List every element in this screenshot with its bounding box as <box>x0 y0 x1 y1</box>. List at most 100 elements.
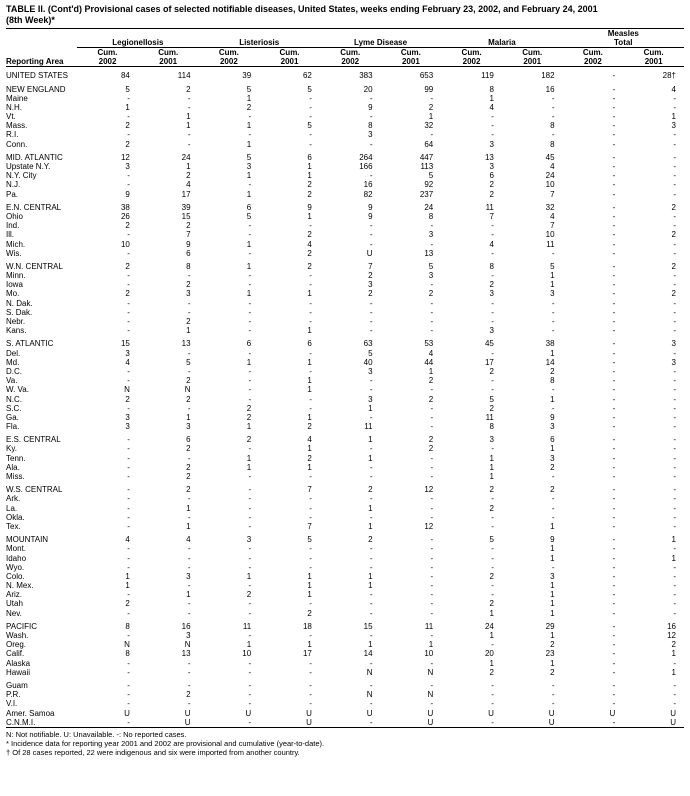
cell-value: - <box>441 299 502 308</box>
cell-value: - <box>138 103 199 112</box>
cell-value: 15 <box>138 212 199 221</box>
cell-value: - <box>623 422 684 431</box>
row-name: Guam <box>6 677 77 690</box>
row-name: Ky. <box>6 444 77 453</box>
cell-value: - <box>563 554 624 563</box>
cell-value: - <box>381 563 442 572</box>
cell-value: 1 <box>441 631 502 640</box>
cell-value: - <box>563 94 624 103</box>
cell-value: 8 <box>441 422 502 431</box>
cell-value: - <box>138 299 199 308</box>
cell-value: - <box>381 326 442 335</box>
cell-value: 7 <box>320 258 381 271</box>
table-row: NEW ENGLAND52552099816-4 <box>6 81 684 94</box>
table-row: Md.451140441714-3 <box>6 358 684 367</box>
cell-value: - <box>199 494 260 503</box>
cell-value: - <box>320 631 381 640</box>
row-name: C.N.M.I. <box>6 718 77 727</box>
row-name: MOUNTAIN <box>6 531 77 544</box>
cell-value: - <box>623 677 684 690</box>
cell-value: - <box>623 349 684 358</box>
cell-value: 1 <box>320 581 381 590</box>
cell-value: - <box>138 404 199 413</box>
cell-value: 53 <box>381 335 442 348</box>
table-row: Nev.---2--11-- <box>6 609 684 618</box>
cell-value: - <box>563 618 624 631</box>
cell-value: 45 <box>441 335 502 348</box>
cell-value: - <box>563 581 624 590</box>
cell-value: - <box>199 395 260 404</box>
cell-value: - <box>77 472 138 481</box>
table-title: TABLE II. (Cont'd) Provisional cases of … <box>6 4 684 29</box>
row-name: Utah <box>6 599 77 608</box>
cell-value: 3 <box>623 335 684 348</box>
cell-value: - <box>623 513 684 522</box>
cell-value: - <box>563 609 624 618</box>
sub-header-a: Cum.2002 <box>77 47 138 66</box>
cell-value: - <box>623 581 684 590</box>
cell-value: - <box>199 180 260 189</box>
cell-value: - <box>623 221 684 230</box>
cell-value: 1 <box>199 140 260 149</box>
cell-value: - <box>563 640 624 649</box>
row-name: Ark. <box>6 494 77 503</box>
row-name: N. Mex. <box>6 581 77 590</box>
cell-value: - <box>441 640 502 649</box>
cell-value: - <box>563 67 624 81</box>
cell-value: - <box>441 581 502 590</box>
cell-value: U <box>502 718 563 727</box>
cell-value: 264 <box>320 149 381 162</box>
cell-value: 383 <box>320 67 381 81</box>
cell-value: - <box>563 690 624 699</box>
table-row: Ill.-7-2-3-10-2 <box>6 230 684 239</box>
cell-value: 8 <box>320 121 381 130</box>
cell-value: 3 <box>199 162 260 171</box>
cell-value: - <box>563 299 624 308</box>
cell-value: - <box>320 699 381 708</box>
cell-value: 5 <box>259 121 320 130</box>
cell-value: - <box>259 404 320 413</box>
cell-value: 2 <box>77 221 138 230</box>
cell-value: 2 <box>77 121 138 130</box>
cell-value: 8 <box>381 212 442 221</box>
cell-value: 182 <box>502 67 563 81</box>
cell-value: - <box>199 609 260 618</box>
table-row: D.C.----3122-- <box>6 367 684 376</box>
cell-value: - <box>381 280 442 289</box>
cell-value: 8 <box>441 258 502 271</box>
cell-value: 8 <box>502 376 563 385</box>
cell-value: - <box>563 494 624 503</box>
cell-value: 1 <box>77 581 138 590</box>
cell-value: - <box>77 367 138 376</box>
cell-value: U <box>381 718 442 727</box>
cell-value: - <box>563 180 624 189</box>
cell-value: - <box>623 463 684 472</box>
cell-value: 24 <box>441 618 502 631</box>
cell-value: - <box>381 385 442 394</box>
table-row: N. Dak.---------- <box>6 299 684 308</box>
table-row: N.Y. City-211-5624-- <box>6 171 684 180</box>
cell-value: - <box>563 395 624 404</box>
row-name: N.C. <box>6 395 77 404</box>
cell-value: - <box>259 130 320 139</box>
cell-value: - <box>320 240 381 249</box>
cell-value: - <box>563 140 624 149</box>
cell-value: - <box>77 522 138 531</box>
cell-value: - <box>259 112 320 121</box>
cell-value: 1 <box>259 581 320 590</box>
cell-value: 8 <box>502 121 563 130</box>
cell-value: - <box>199 677 260 690</box>
cell-value: - <box>138 668 199 677</box>
cell-value: - <box>77 504 138 513</box>
cell-value: - <box>77 431 138 444</box>
cell-value: 17 <box>259 649 320 658</box>
cell-value: - <box>259 103 320 112</box>
cell-value: - <box>199 112 260 121</box>
cell-value: - <box>320 221 381 230</box>
table-row: Idaho-------1-1 <box>6 554 684 563</box>
cell-value: - <box>199 554 260 563</box>
cell-value: 2 <box>502 668 563 677</box>
cell-value: 114 <box>138 67 199 81</box>
cell-value: - <box>199 317 260 326</box>
cell-value: - <box>563 199 624 212</box>
